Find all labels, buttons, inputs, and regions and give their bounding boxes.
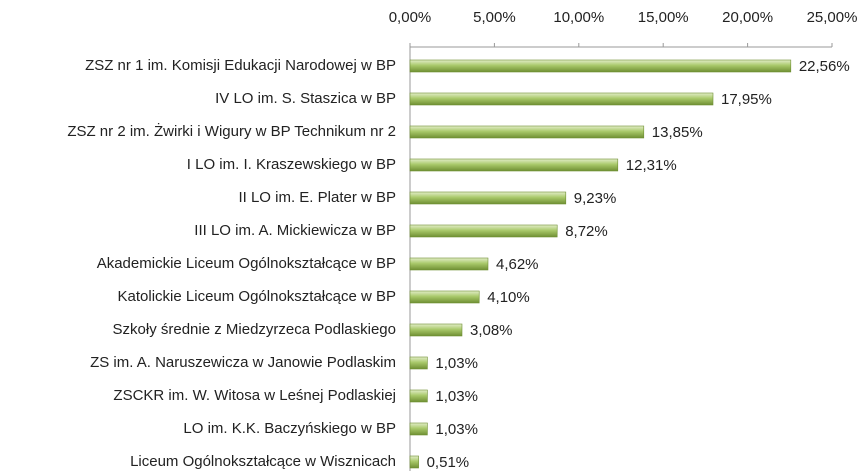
y-tick-label: LO im. K.K. Baczyńskiego w BP <box>183 420 396 437</box>
bar <box>409 290 480 304</box>
data-label: 12,31% <box>626 157 677 174</box>
data-label: 8,72% <box>565 223 608 240</box>
y-tick-label: I LO im. I. Kraszewskiego w BP <box>187 156 396 173</box>
bar <box>409 257 489 271</box>
bar <box>409 125 645 139</box>
bar <box>409 224 558 238</box>
y-tick-label: IV LO im. S. Staszica w BP <box>215 90 396 107</box>
y-tick-label: Akademickie Liceum Ogólnokształcące w BP <box>97 255 396 272</box>
y-tick-label: ZSZ nr 1 im. Komisji Edukacji Narodowej … <box>85 57 396 74</box>
x-tick-label: 15,00% <box>638 9 689 26</box>
y-tick-label: Liceum Ogólnokształcące w Wisznicach <box>130 453 396 470</box>
x-tick-label: 25,00% <box>807 9 858 26</box>
data-label: 1,03% <box>435 421 478 438</box>
bar <box>409 389 428 403</box>
bar <box>409 422 428 436</box>
y-tick-label: ZSZ nr 2 im. Żwirki i Wigury w BP Techni… <box>67 122 396 140</box>
data-label: 17,95% <box>721 91 772 108</box>
bar <box>409 158 619 172</box>
y-tick-label: ZS im. A. Naruszewicza w Janowie Podlask… <box>90 354 396 371</box>
data-label: 4,10% <box>487 289 530 306</box>
data-label: 13,85% <box>652 124 703 141</box>
x-tick-label: 10,00% <box>553 9 604 26</box>
data-label: 0,51% <box>427 454 470 471</box>
bar <box>409 455 419 469</box>
bar <box>409 92 714 106</box>
y-tick-label: III LO im. A. Mickiewicza w BP <box>194 222 396 239</box>
x-tick-label: 0,00% <box>389 9 432 26</box>
data-label: 3,08% <box>470 322 513 339</box>
y-tick-label: Szkoły średnie z Miedzyrzeca Podlaskiego <box>113 321 396 338</box>
data-label: 22,56% <box>799 58 850 75</box>
x-tick-label: 20,00% <box>722 9 773 26</box>
data-label: 1,03% <box>435 388 478 405</box>
x-tick-label: 5,00% <box>473 9 516 26</box>
bar <box>409 323 463 337</box>
y-tick-label: Katolickie Liceum Ogólnokształcące w BP <box>118 288 396 305</box>
data-label: 1,03% <box>435 355 478 372</box>
data-label: 4,62% <box>496 256 539 273</box>
data-label: 9,23% <box>574 190 617 207</box>
bar <box>409 59 792 73</box>
y-tick-label: II LO im. E. Plater w BP <box>238 189 396 206</box>
bar <box>409 356 428 370</box>
y-tick-label: ZSCKR im. W. Witosa w Leśnej Podlaskiej <box>113 387 396 404</box>
bar <box>409 191 567 205</box>
